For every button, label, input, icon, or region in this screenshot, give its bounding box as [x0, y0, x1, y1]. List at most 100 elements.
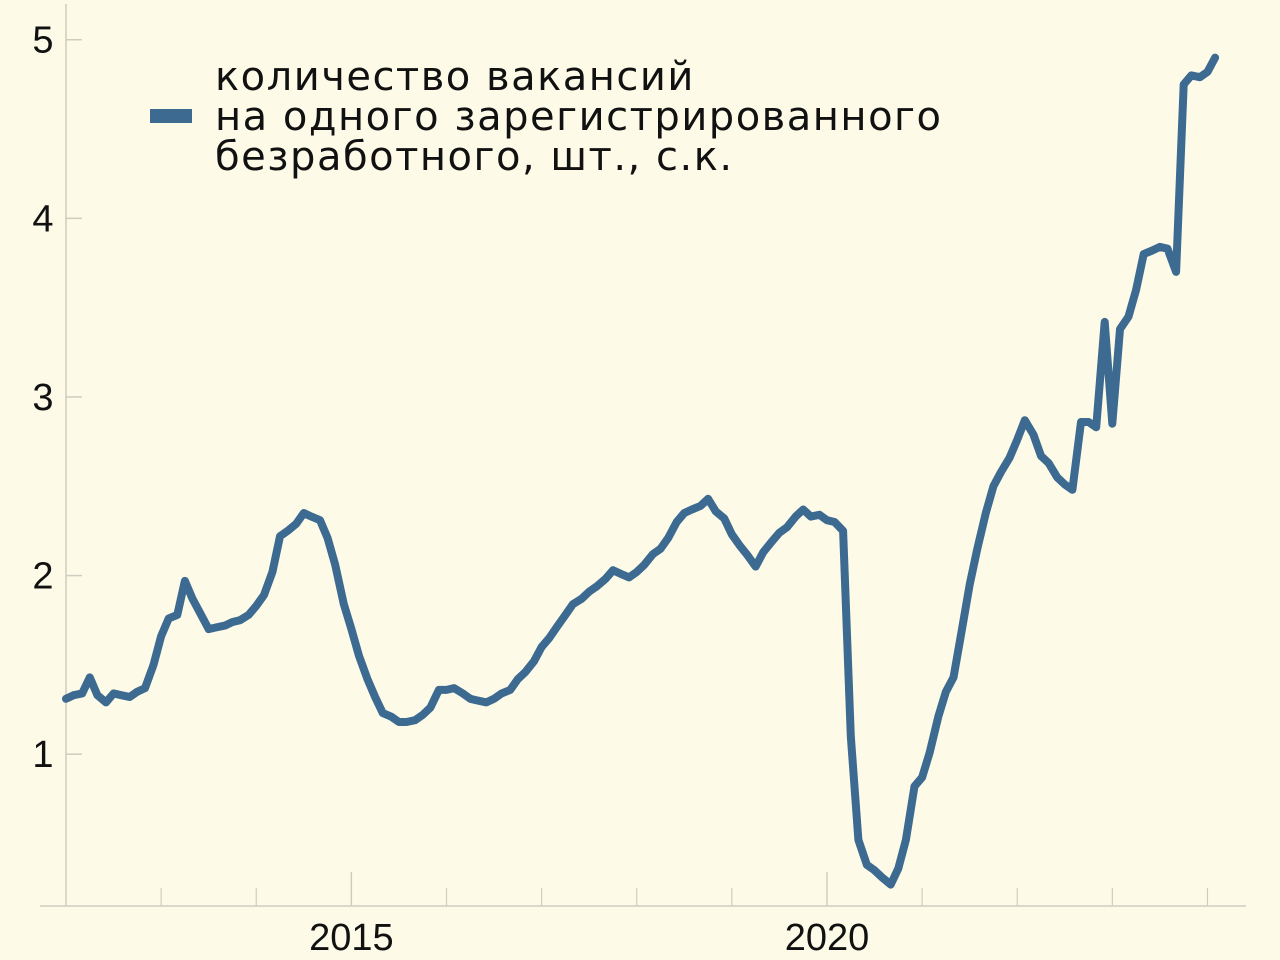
data-point	[292, 520, 300, 528]
data-point	[950, 673, 957, 681]
data-point	[768, 538, 776, 546]
data-point	[625, 573, 633, 581]
data-point	[276, 532, 284, 540]
data-point	[1116, 325, 1124, 333]
data-point	[474, 697, 482, 705]
data-point	[617, 570, 625, 578]
data-point	[578, 595, 586, 603]
data-point	[799, 506, 807, 513]
data-point	[554, 622, 562, 630]
data-point	[593, 582, 601, 590]
data-point	[331, 561, 339, 569]
data-point	[110, 689, 118, 697]
data-point	[514, 675, 522, 683]
data-point	[1156, 243, 1164, 251]
series-layer	[62, 53, 1220, 889]
data-point	[989, 482, 997, 490]
data-point	[1068, 486, 1076, 494]
data-point	[997, 468, 1005, 476]
data-point	[300, 509, 308, 517]
data-point	[815, 511, 823, 519]
data-point	[609, 566, 617, 574]
data-point	[371, 693, 379, 701]
data-point	[1204, 68, 1211, 76]
data-point	[871, 866, 878, 874]
data-point	[229, 618, 236, 626]
data-point	[252, 602, 260, 610]
y-axis-ticks: 1 2 3 4 5	[32, 20, 82, 776]
data-point	[426, 704, 434, 712]
data-point	[942, 688, 950, 696]
data-point	[78, 689, 86, 697]
data-point	[911, 782, 918, 790]
data-point	[728, 531, 736, 538]
legend: количество вакансий на одного зарегистри…	[150, 54, 943, 180]
data-point	[340, 600, 348, 608]
data-point	[736, 541, 743, 549]
data-point	[1148, 247, 1156, 254]
data-point	[1101, 318, 1109, 326]
data-point	[601, 575, 609, 583]
data-point	[403, 718, 410, 726]
data-point	[1037, 452, 1045, 460]
data-point	[307, 513, 315, 521]
data-point	[887, 881, 895, 889]
data-point	[585, 588, 593, 596]
data-point	[633, 568, 641, 576]
x-axis-ticks: 2015 2020	[160, 872, 1209, 959]
data-point	[1140, 250, 1148, 258]
data-point	[712, 507, 720, 515]
data-point	[807, 513, 815, 521]
data-point	[93, 691, 101, 699]
data-point	[236, 616, 244, 624]
y-tick-label: 5	[32, 20, 53, 62]
data-point	[490, 695, 498, 703]
data-point	[459, 689, 467, 697]
data-point	[221, 622, 229, 630]
data-point	[62, 695, 70, 703]
data-point	[521, 668, 529, 676]
series-line-vacancies-per-unemployed	[62, 53, 1220, 889]
data-point	[1180, 80, 1188, 88]
data-point	[1196, 73, 1204, 81]
data-point	[538, 643, 546, 651]
data-point	[982, 509, 990, 517]
data-point	[165, 614, 173, 622]
data-point	[450, 684, 458, 692]
data-point	[411, 716, 419, 724]
chart-axes	[40, 4, 1246, 907]
data-point	[752, 563, 760, 571]
data-point	[435, 686, 443, 694]
data-point	[86, 673, 94, 681]
data-point	[831, 518, 839, 526]
data-point	[1108, 420, 1116, 428]
data-point	[117, 691, 125, 699]
legend-label-line-1: количество вакансий	[215, 54, 695, 100]
legend-label-line-3: безработного, шт., с.к.	[215, 134, 734, 180]
data-point	[902, 836, 910, 844]
data-point	[775, 529, 783, 537]
legend-label-line-2: на одного зарегистрированного	[215, 94, 943, 140]
data-point	[205, 625, 213, 633]
data-point	[387, 713, 395, 721]
data-point	[926, 748, 934, 756]
data-point	[744, 552, 752, 560]
data-point	[1092, 423, 1100, 431]
data-point	[355, 652, 363, 660]
data-point	[973, 545, 981, 553]
data-point	[1187, 71, 1195, 79]
data-point	[934, 713, 942, 721]
data-point	[1013, 436, 1021, 444]
data-point	[680, 509, 688, 517]
data-point	[792, 513, 800, 521]
data-point	[70, 691, 78, 699]
data-point	[1077, 418, 1085, 426]
data-point	[1211, 54, 1219, 62]
y-tick-label: 3	[32, 377, 53, 419]
data-point	[673, 518, 681, 526]
data-point	[720, 514, 728, 522]
data-point	[498, 689, 506, 697]
data-point	[1132, 286, 1140, 294]
data-point	[284, 527, 292, 535]
